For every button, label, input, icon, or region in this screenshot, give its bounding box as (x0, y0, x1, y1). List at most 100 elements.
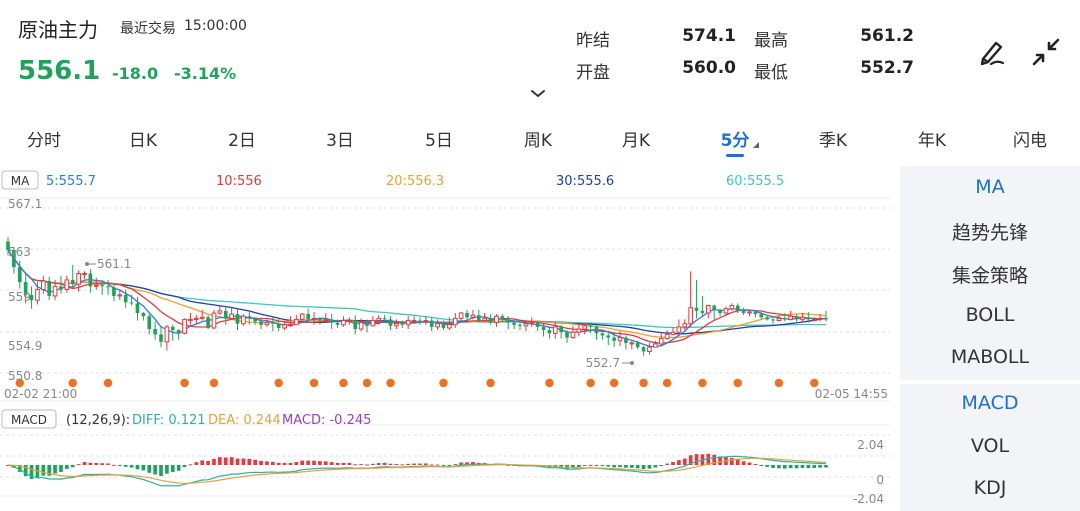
indicator-vol[interactable]: VOL (970, 435, 1010, 457)
macd-bar (735, 459, 740, 465)
tab-3day[interactable]: 3日 (326, 131, 354, 151)
ma-indicator-label: MA (11, 174, 30, 188)
chevron-down-icon[interactable] (528, 88, 548, 100)
candle-body-up (229, 313, 234, 319)
candle-body-up (376, 317, 382, 321)
signal-dot (15, 378, 24, 388)
tab-dropdown-icon[interactable] (753, 142, 759, 148)
indicator-trend-pioneer[interactable]: 趋势先锋 (951, 222, 1028, 244)
macd-bar (29, 465, 34, 480)
indicator-macd[interactable]: MACD (961, 392, 1019, 414)
tab-5day[interactable]: 5日 (425, 131, 453, 151)
candle-body-up (617, 337, 623, 342)
macd-indicator-tag[interactable] (1, 409, 57, 429)
macd-bar (170, 465, 175, 472)
macd-bar (235, 458, 240, 465)
tab-weekly[interactable]: 周K (523, 131, 553, 151)
macd-bar (241, 458, 246, 465)
macd-bar (23, 465, 28, 477)
candle-body-down (59, 286, 63, 290)
macd-bar (594, 465, 599, 466)
candle-body-down (465, 313, 469, 318)
candle-body-up (164, 326, 170, 343)
candle-body-up (52, 285, 58, 297)
macd-bar (288, 462, 293, 465)
candle-body-up (776, 317, 782, 321)
indicator-kdj[interactable]: KDJ (973, 477, 1007, 499)
candle-body-down (765, 317, 769, 320)
macd-bar (688, 455, 693, 465)
macd-bar (117, 465, 122, 466)
tab-flash[interactable]: 闪电 (1013, 131, 1047, 151)
tab-2day[interactable]: 2日 (228, 131, 256, 151)
ma-indicator-tag[interactable] (1, 170, 39, 190)
macd-bar (665, 463, 669, 465)
tab-daily[interactable]: 日K (128, 131, 158, 151)
candle-body-up (723, 308, 729, 314)
macd-bar (47, 465, 52, 476)
candle-body-up (64, 279, 70, 291)
tab-yearly[interactable]: 年K (917, 131, 947, 151)
tab-intraday[interactable]: 分时 (27, 131, 61, 151)
candle-body-down (329, 319, 334, 323)
collapse-icon[interactable] (1028, 34, 1064, 70)
macd-bar (129, 465, 134, 468)
candle-body-up (570, 331, 576, 339)
active-tab-indicator (726, 154, 744, 157)
macd-bar (806, 465, 811, 469)
macd-params: (12,26,9): (66, 413, 130, 428)
macd-bar (712, 454, 717, 465)
macd-bar (406, 463, 410, 465)
candle-body-down (512, 322, 516, 325)
period-tabs: 分时 日K 2日 3日 5日 周K 月K 5分 季K 年K 闪电 (0, 120, 1080, 160)
x-end-label: 02-05 14:55 (815, 387, 888, 401)
macd-bar (824, 465, 828, 468)
draw-pen-icon[interactable] (974, 34, 1010, 70)
candle-body-up (423, 319, 429, 323)
indicator-boll[interactable]: BOLL (965, 304, 1015, 326)
candle-body-up (435, 323, 440, 328)
candle-body-down (12, 250, 16, 268)
kline-chart[interactable]: MA 5:555.7 10:556 20:556.3 30:555.6 60:5… (0, 166, 898, 511)
candle-body-up (358, 322, 364, 330)
macd-bar (218, 457, 222, 465)
indicator-fund-strategy[interactable]: 集金策略 (951, 265, 1028, 287)
macd-bar (465, 462, 469, 465)
low-marker-dot (630, 361, 634, 365)
macd-bar (629, 465, 634, 468)
candle-body-down (506, 319, 511, 323)
price-grid (0, 207, 890, 478)
candle-body-up (647, 346, 652, 352)
macd-bar (259, 460, 263, 465)
y-tick-label: 563 (8, 245, 31, 259)
candle-body-up (523, 323, 529, 327)
tab-monthly[interactable]: 月K (621, 131, 651, 151)
candle-body-up (676, 326, 682, 333)
indicator-ma[interactable]: MA (975, 176, 1005, 198)
macd-bar (376, 463, 381, 465)
candle-body-down (153, 329, 157, 335)
macd-bar (76, 464, 81, 466)
candle-body-up (729, 305, 735, 310)
signal-dot (209, 378, 219, 388)
macd-bar (247, 458, 252, 465)
ma30-legend: 30:555.6 (556, 174, 614, 189)
tab-quarterly[interactable]: 季K (818, 131, 848, 151)
candle-body-down (135, 303, 140, 314)
candle-body-up (93, 284, 99, 287)
tab-5min[interactable]: 5分 (720, 131, 750, 151)
candle-body-down (624, 337, 628, 343)
ma-lines (7, 249, 827, 348)
macd-bar (730, 457, 734, 465)
macd-bar (606, 465, 611, 467)
candle-body-up (299, 313, 305, 320)
macd-bar (17, 465, 22, 472)
macd-bar (223, 457, 228, 465)
signal-dot (486, 378, 495, 388)
signal-dot (545, 378, 554, 388)
candle-body-up (117, 294, 123, 297)
indicator-maboll[interactable]: MABOLL (950, 346, 1030, 368)
candle-body-down (17, 267, 22, 283)
candle-body-up (817, 317, 823, 320)
chart-area[interactable]: MA 5:555.7 10:556 20:556.3 30:555.6 60:5… (0, 166, 898, 511)
